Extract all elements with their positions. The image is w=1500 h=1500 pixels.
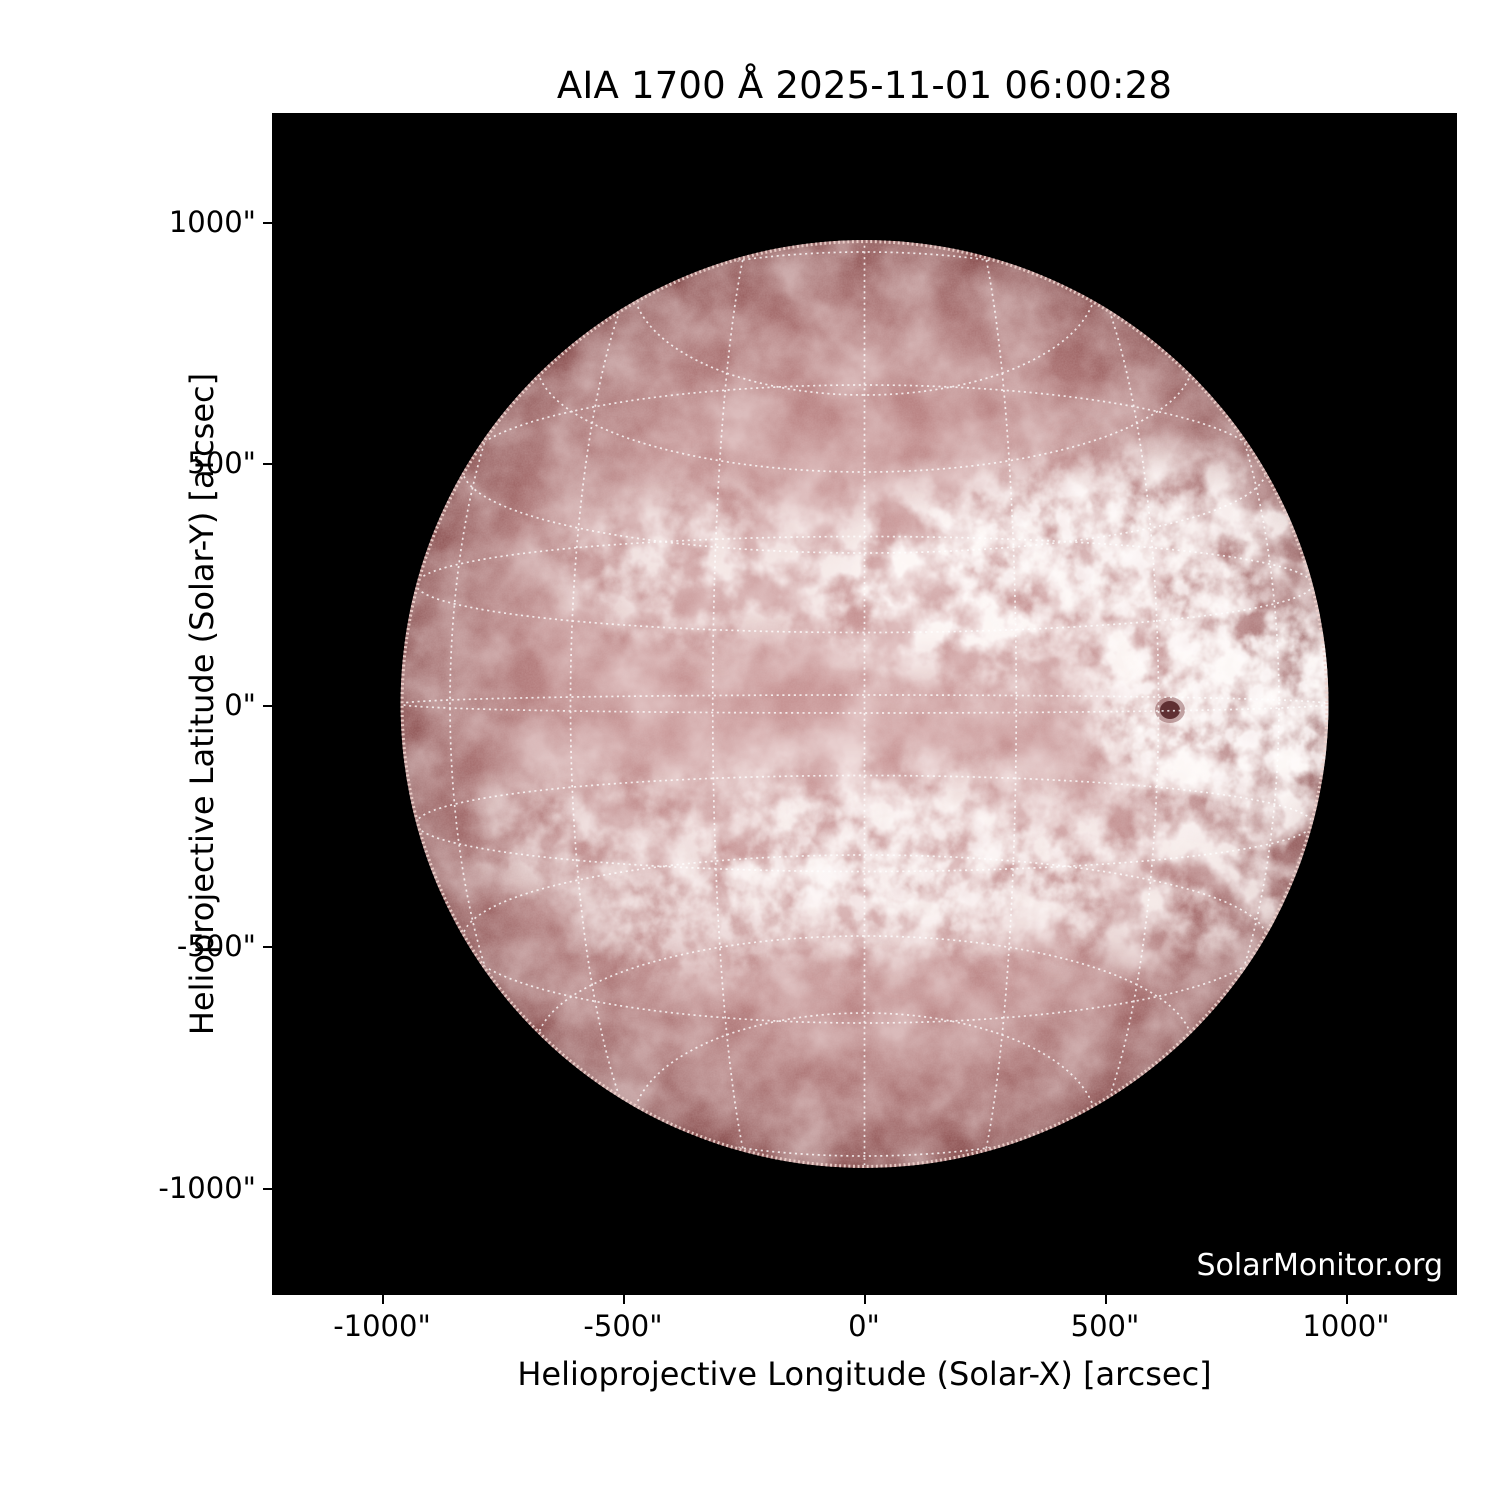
y-tick-mark — [263, 705, 272, 707]
sunspot-umbra — [1160, 701, 1180, 719]
y-tick-label: 500" — [187, 446, 256, 480]
y-tick-label: 0" — [224, 688, 256, 722]
x-tick-label: 0" — [848, 1309, 880, 1343]
y-tick-mark — [263, 1188, 272, 1190]
x-tick-label: 1000" — [1302, 1309, 1390, 1343]
x-axis-label: Helioprojective Longitude (Solar-X) [arc… — [517, 1355, 1212, 1393]
x-tick-label: 500" — [1070, 1309, 1140, 1343]
solar-disk — [400, 240, 1329, 1168]
plot-canvas: SolarMonitor.org — [272, 113, 1457, 1295]
active-region-glow — [722, 793, 1062, 933]
active-region-glow — [942, 463, 1202, 623]
x-tick-mark — [1105, 1295, 1107, 1304]
x-tick-label: -1000" — [333, 1309, 431, 1343]
active-region-glow — [1107, 598, 1329, 828]
x-tick-label: -500" — [583, 1309, 663, 1343]
x-tick-mark — [382, 1295, 384, 1304]
y-tick-mark — [263, 946, 272, 948]
x-tick-mark — [623, 1295, 625, 1304]
x-tick-mark — [864, 1295, 866, 1304]
y-axis-label: Helioprojective Latitude (Solar-Y) [arcs… — [183, 372, 221, 1036]
page-title: AIA 1700 Å 2025-11-01 06:00:28 — [556, 64, 1173, 107]
y-tick-mark — [263, 222, 272, 224]
y-tick-mark — [263, 463, 272, 465]
solarmonitor-watermark: SolarMonitor.org — [1196, 1248, 1443, 1283]
sun-disk-image — [272, 113, 1457, 1295]
y-tick-label: -500" — [176, 929, 256, 963]
y-tick-label: -1000" — [158, 1171, 256, 1205]
limb-rim — [400, 240, 1329, 1168]
x-tick-mark — [1346, 1295, 1348, 1304]
sunspot-penumbra — [1155, 697, 1185, 723]
y-tick-label: 1000" — [168, 205, 256, 239]
